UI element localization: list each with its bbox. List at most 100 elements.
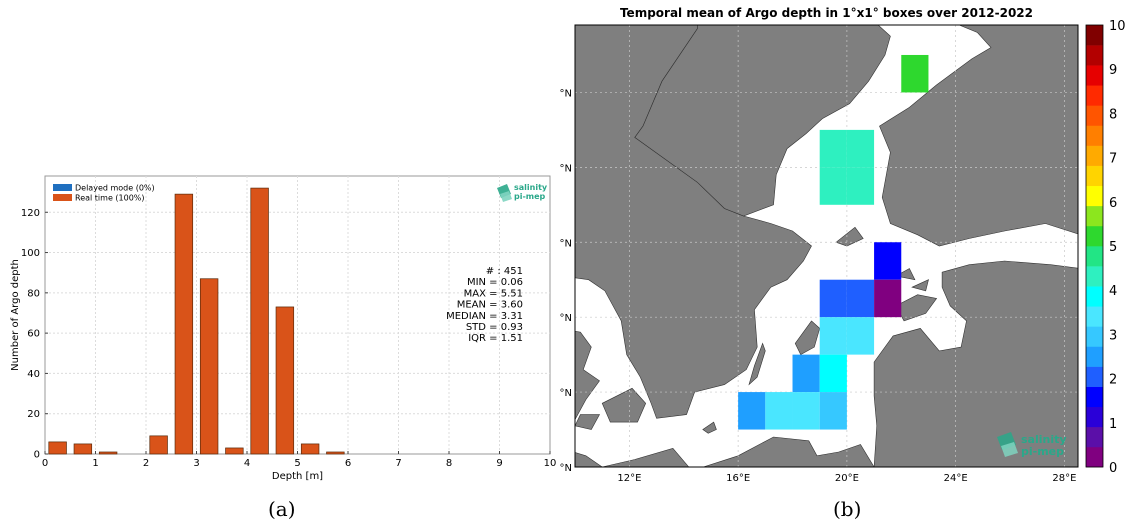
x-tick-label: 5	[294, 458, 300, 469]
histogram-bar	[98, 451, 118, 455]
stat-line: MAX = 5.51	[464, 288, 523, 299]
data-box	[846, 279, 875, 318]
colorbar-segment	[1086, 125, 1103, 146]
colorbar-segment	[1086, 165, 1103, 187]
histogram-bar	[73, 443, 93, 455]
colorbar-segment	[1086, 145, 1103, 166]
colorbar-tick-label: 3	[1109, 328, 1117, 343]
lon-tick-label: 16°E	[726, 473, 750, 484]
histogram-bar	[326, 451, 345, 455]
colorbar-segment	[1086, 266, 1103, 287]
histogram-bar	[199, 278, 219, 455]
colorbar-tick-label: 1	[1109, 417, 1117, 432]
colorbar-segment	[1086, 446, 1103, 468]
colorbar-segment	[1086, 105, 1103, 126]
histogram-bar	[300, 443, 320, 455]
lon-tick-label: 12°E	[617, 473, 641, 484]
histogram-bar	[250, 187, 269, 455]
colorbar-tick-label: 2	[1109, 373, 1117, 388]
colorbar-segment	[1086, 406, 1103, 428]
landmasses	[575, 25, 1078, 467]
land-polygon	[748, 342, 766, 386]
data-box	[874, 242, 902, 280]
data-box	[901, 54, 929, 93]
colorbar-segment	[1086, 185, 1103, 207]
histogram-bar	[149, 435, 168, 455]
colorbar-segment	[1086, 386, 1103, 408]
x-tick-label: 7	[395, 458, 401, 469]
land-polygon	[895, 294, 938, 322]
land-polygon	[835, 226, 864, 247]
colorbar-tick-label: 8	[1109, 107, 1117, 122]
lon-tick-label: 20°E	[835, 473, 859, 484]
x-axis-label: Depth [m]	[272, 471, 323, 482]
data-box	[846, 167, 875, 205]
histogram-bar	[275, 306, 295, 455]
legend-swatch	[53, 194, 72, 201]
stat-line: MIN = 0.06	[467, 277, 523, 288]
panel-label-a: (a)	[268, 497, 296, 521]
data-box	[792, 354, 820, 393]
x-tick-label: 8	[446, 458, 452, 469]
stat-line: MEDIAN = 3.31	[446, 311, 523, 322]
y-tick-label: 0	[34, 450, 40, 461]
colorbar-segment	[1086, 246, 1103, 267]
data-box	[765, 392, 793, 430]
data-box	[874, 279, 902, 318]
land-polygon	[634, 25, 891, 217]
colorbar-segment	[1086, 346, 1103, 367]
stat-line: STD = 0.93	[466, 322, 523, 333]
data-box	[846, 129, 875, 168]
data-box	[792, 392, 820, 430]
x-tick-label: 10	[544, 458, 557, 469]
data-box	[819, 354, 847, 393]
data-box	[846, 317, 875, 355]
histogram-bar	[174, 193, 194, 455]
x-tick-label: 9	[496, 458, 502, 469]
colorbar-tick-label: 9	[1109, 63, 1117, 78]
lat-tick-label: 64°N	[560, 88, 572, 99]
y-tick-label: 60	[27, 329, 40, 340]
y-tick-label: 80	[27, 288, 40, 299]
colorbar-segment	[1086, 366, 1103, 387]
colorbar-segment	[1086, 25, 1103, 46]
data-box	[819, 392, 847, 430]
colorbar-segment	[1086, 65, 1103, 86]
land-polygon	[575, 330, 600, 421]
argo-depth-map: Temporal mean of Argo depth in 1°x1° box…	[560, 6, 1126, 484]
land-polygon	[879, 25, 1078, 247]
logo-text: salinity	[514, 183, 548, 192]
colorbar-tick-label: 5	[1109, 240, 1117, 255]
lat-tick-label: 60°N	[560, 238, 572, 249]
colorbar-tick-label: 0	[1109, 461, 1117, 476]
colorbar-tick-label: 6	[1109, 196, 1117, 211]
land-polygon	[794, 320, 821, 356]
colorbar-segment	[1086, 205, 1103, 227]
lon-tick-label: 24°E	[944, 473, 968, 484]
colorbar-segment	[1086, 426, 1103, 448]
lat-tick-label: 54°N	[560, 463, 572, 474]
legend-swatch	[53, 184, 72, 191]
logo-mark	[1001, 442, 1018, 457]
data-box	[738, 392, 766, 430]
colorbar-frame	[1085, 24, 1104, 468]
stat-line: MEAN = 3.60	[457, 300, 523, 311]
panel-label-b: (b)	[833, 497, 862, 521]
y-tick-label: 40	[27, 369, 40, 380]
stat-line: IQR = 1.51	[468, 333, 523, 344]
colorbar-segment	[1086, 306, 1103, 327]
land-polygon	[702, 421, 717, 434]
land-polygon	[575, 414, 601, 430]
lat-tick-label: 62°N	[560, 163, 572, 174]
logo-text: salinity	[1021, 433, 1067, 446]
colorbar-segment	[1086, 286, 1103, 307]
colorbar-segment	[1086, 45, 1103, 66]
legend-label: Delayed mode (0%)	[75, 184, 155, 193]
colorbar-tick-label: 7	[1109, 152, 1117, 167]
stat-line: # : 451	[486, 266, 523, 277]
legend-label: Real time (100%)	[75, 194, 145, 203]
land-polygon	[601, 387, 647, 423]
x-tick-label: 0	[42, 458, 48, 469]
